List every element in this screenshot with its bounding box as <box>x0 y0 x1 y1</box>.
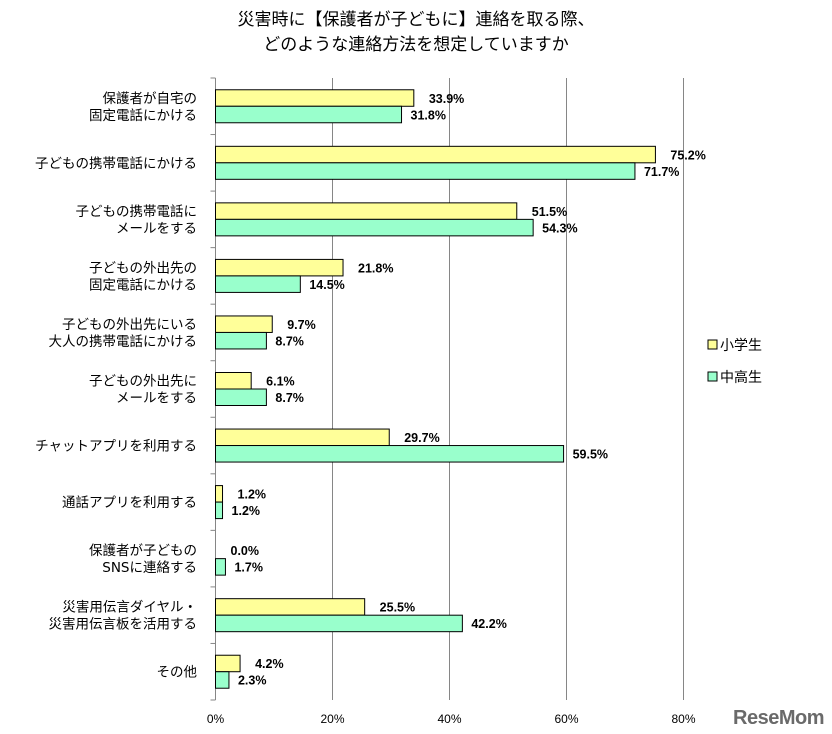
legend-label: 中高生 <box>720 369 762 386</box>
bar-elementary <box>215 372 252 390</box>
data-label: 8.7% <box>275 391 304 405</box>
category-label: 災害用伝言ダイヤル・ <box>62 600 197 616</box>
data-label: 0.0% <box>231 544 260 558</box>
bar-elementary <box>215 145 656 164</box>
category-label: 災害用伝言板を活用する <box>49 617 198 633</box>
data-label: 6.1% <box>266 375 295 389</box>
legend-label: 小学生 <box>720 338 762 354</box>
data-label: 1.2% <box>238 488 267 502</box>
category-label: メールをする <box>116 221 197 237</box>
category-label: 子どもの外出先にいる <box>62 317 197 333</box>
bar-elementary <box>215 315 273 333</box>
x-tick-label: 60% <box>554 712 578 726</box>
data-label: 31.8% <box>411 108 446 122</box>
legend-swatch <box>707 339 718 350</box>
category-label: 通話アプリを利用する <box>62 494 197 511</box>
bar-secondary <box>215 388 267 406</box>
data-label: 29.7% <box>404 431 439 445</box>
category-label: 大人の携帯電話にかける <box>49 333 198 350</box>
data-label: 51.5% <box>532 205 567 219</box>
data-label: 21.8% <box>358 261 393 275</box>
bar-secondary <box>215 614 463 633</box>
category-label: その他 <box>157 665 198 681</box>
category-label: 子どもの外出先の <box>89 260 197 276</box>
data-label: 8.7% <box>275 334 304 348</box>
bar-elementary <box>215 598 366 616</box>
data-label: 75.2% <box>670 148 705 162</box>
bar-elementary <box>215 89 415 107</box>
data-label: 59.5% <box>573 448 608 462</box>
bar-secondary <box>215 501 224 520</box>
bar-secondary <box>215 671 230 689</box>
bar-elementary <box>215 258 344 277</box>
data-label: 2.3% <box>238 674 267 688</box>
bar-secondary <box>215 218 534 237</box>
bar-secondary <box>215 331 267 350</box>
category-label: 子どもの携帯電話に <box>76 203 198 220</box>
bar-elementary <box>215 428 390 447</box>
data-label: 1.2% <box>232 504 261 518</box>
data-label: 54.3% <box>542 221 577 235</box>
bar-secondary <box>215 558 226 576</box>
data-label: 33.9% <box>429 92 464 106</box>
category-label: 固定電話にかける <box>89 276 197 293</box>
bar-secondary <box>215 105 403 124</box>
x-tick-label: 20% <box>320 712 344 726</box>
legend-swatch <box>707 371 718 382</box>
category-label: 固定電話にかける <box>89 107 197 124</box>
category-label: チャットアプリを利用する <box>35 439 197 455</box>
category-label: 保護者が子どもの <box>89 543 197 559</box>
category-label: 子どもの外出先に <box>89 374 197 390</box>
data-label: 9.7% <box>287 318 316 332</box>
x-tick-label: 40% <box>437 712 461 726</box>
data-label: 1.7% <box>234 561 263 575</box>
resemom-logo: ReseMom <box>733 707 824 729</box>
category-label: メールをする <box>116 391 197 407</box>
bar-elementary <box>215 485 224 503</box>
category-label: 子どもの携帯電話にかける <box>35 155 197 172</box>
data-label: 42.2% <box>471 617 506 631</box>
title-line-2: どのような連絡方法を想定していますか <box>263 35 569 55</box>
bar-secondary <box>215 275 301 293</box>
title-line-1: 災害時に【保護者が子どもに】連絡を取る際、 <box>237 10 595 30</box>
bar-elementary <box>215 202 518 220</box>
data-label: 4.2% <box>255 657 284 671</box>
data-label: 14.5% <box>309 278 344 292</box>
category-label: SNSに連絡する <box>102 560 197 576</box>
category-label: 保護者が自宅の <box>103 91 198 107</box>
data-label: 71.7% <box>644 165 679 179</box>
bar-secondary <box>215 445 565 463</box>
bar-secondary <box>215 162 636 180</box>
chart-title: 災害時に【保護者が子どもに】連絡を取る際、 どのような連絡方法を想定していますか <box>0 8 832 58</box>
x-tick-label: 0% <box>207 712 225 726</box>
data-label: 25.5% <box>380 601 415 615</box>
x-tick-label: 80% <box>671 712 695 726</box>
bar-elementary <box>215 654 241 673</box>
